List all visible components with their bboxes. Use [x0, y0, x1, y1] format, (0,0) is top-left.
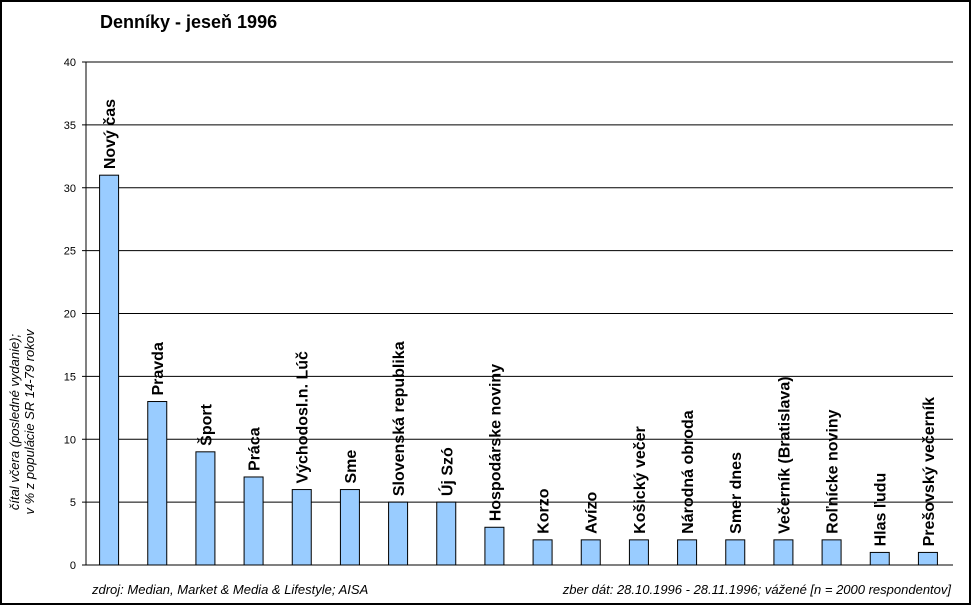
y-tick-label: 30 [64, 183, 76, 195]
bar [339, 489, 360, 566]
y-tick-label: 10 [64, 434, 76, 446]
category-label: Šport [196, 403, 215, 445]
bar [677, 539, 698, 566]
category-label: Hospodárske noviny [487, 364, 504, 521]
category-label: Új Szó [437, 447, 456, 496]
data-collection-note: zber dát: 28.10.1996 - 28.11.1996; vážen… [562, 582, 951, 597]
bar [773, 539, 794, 566]
category-label: Roľnícke noviny [825, 409, 842, 534]
bar [821, 539, 842, 566]
category-label: Večerník (Bratislava) [776, 376, 793, 533]
category-label: Práca [247, 427, 264, 471]
category-label: Národná obroda [680, 410, 697, 534]
y-tick-label: 0 [70, 560, 76, 572]
bar [291, 489, 312, 566]
bar [436, 501, 457, 566]
category-label: Avízo [584, 492, 601, 534]
category-label: Košický večer [632, 426, 649, 534]
bar [725, 539, 746, 566]
bar [484, 526, 505, 566]
chart-title: Denníky - jeseň 1996 [100, 12, 278, 32]
bar [99, 174, 120, 566]
category-label: Smer dnes [728, 452, 745, 534]
category-label: Východosl.n. Lúč [295, 351, 312, 484]
bar [147, 401, 168, 566]
bar [580, 539, 601, 566]
y-tick-label: 15 [64, 371, 76, 383]
category-label: Prešovský večerník [921, 397, 938, 547]
bar [243, 476, 264, 566]
y-tick-label: 25 [64, 246, 76, 258]
bar [628, 539, 649, 566]
category-label: Slovenská republika [391, 341, 408, 496]
bar [195, 451, 216, 566]
bar [917, 551, 938, 566]
y-tick-label: 5 [70, 497, 76, 509]
category-label: Sme [343, 450, 360, 484]
category-label: Hlas ľudu [873, 473, 890, 547]
y-tick-label: 35 [64, 120, 76, 132]
bar [532, 539, 553, 566]
y-tick-label: 40 [64, 57, 76, 69]
source-note: zdroj: Median, Market & Media & Lifestyl… [92, 582, 369, 597]
category-label: Nový čas [102, 99, 119, 169]
bar [869, 551, 890, 566]
bar [388, 501, 409, 566]
category-label: Pravda [150, 342, 167, 395]
category-label: Korzo [536, 488, 553, 534]
y-tick-label: 20 [64, 309, 76, 321]
